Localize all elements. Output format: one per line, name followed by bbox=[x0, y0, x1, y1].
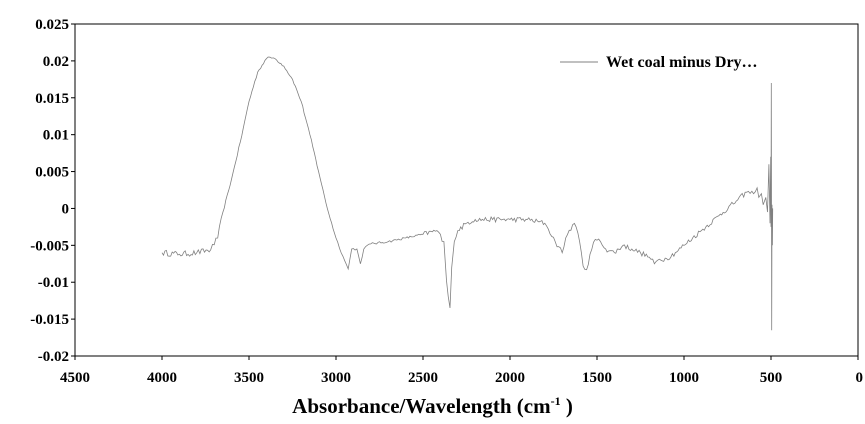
x-axis-label-suffix: ) bbox=[560, 394, 573, 418]
x-axis-label: Absorbance/Wavelength (cm-1 ) bbox=[0, 394, 865, 419]
x-axis-label-superscript: -1 bbox=[550, 394, 561, 408]
y-tick-label: -0.015 bbox=[30, 312, 69, 328]
y-tick-label: -0.01 bbox=[38, 275, 69, 291]
x-tick-label: 4000 bbox=[147, 370, 177, 386]
axes: 0.025 0.02 0.015 0.01 0.005 0 -0.005 -0.01 -0.01… bbox=[30, 17, 863, 386]
plot-frame bbox=[74, 23, 859, 357]
series-line bbox=[161, 56, 774, 331]
x-tick-label: 1000 bbox=[669, 370, 699, 386]
y-tick-label: 0 bbox=[62, 201, 70, 217]
y-tick-label: 0.005 bbox=[35, 165, 69, 181]
x-tick-label: 2500 bbox=[408, 370, 438, 386]
y-tick-label: 0.02 bbox=[43, 54, 69, 70]
x-tick-label: 1500 bbox=[582, 370, 612, 386]
plot-area bbox=[161, 56, 774, 331]
x-axis-label-main: Absorbance/Wavelength (cm bbox=[292, 394, 551, 418]
x-tick-label: 3000 bbox=[321, 370, 351, 386]
x-tick-label: 0 bbox=[856, 370, 864, 386]
y-tick-label: 0.025 bbox=[35, 17, 69, 33]
y-tick-label: -0.02 bbox=[38, 349, 69, 365]
legend-label: Wet coal minus Dry… bbox=[606, 54, 758, 71]
legend: Wet coal minus Dry… bbox=[560, 54, 758, 71]
x-tick-label: 4500 bbox=[60, 370, 90, 386]
y-tick-label: 0.01 bbox=[43, 128, 69, 144]
y-tick-label: 0.015 bbox=[35, 91, 69, 107]
x-tick-label: 3500 bbox=[234, 370, 264, 386]
y-tick-label: -0.005 bbox=[30, 238, 69, 254]
x-tick-label: 2000 bbox=[495, 370, 525, 386]
x-tick-label: 500 bbox=[760, 370, 783, 386]
